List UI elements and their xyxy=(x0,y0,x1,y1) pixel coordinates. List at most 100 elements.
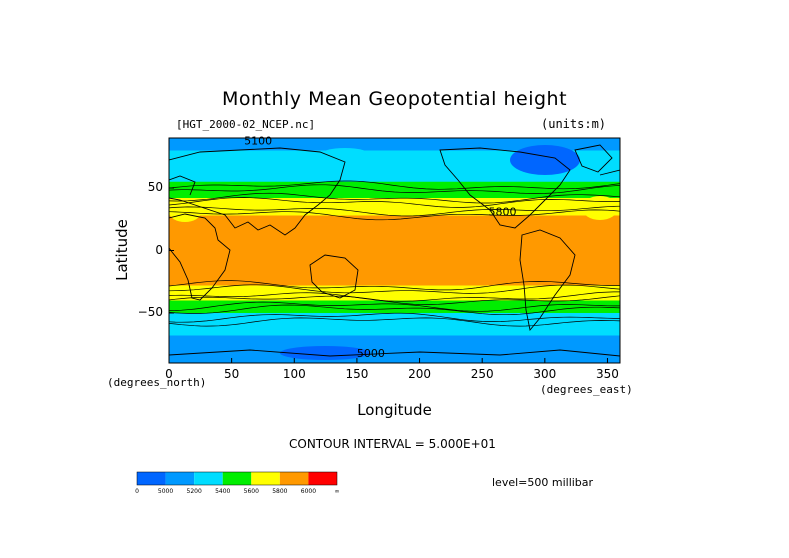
file-label: [HGT_2000-02_NCEP.nc] xyxy=(176,118,316,131)
x-axis-label: Longitude xyxy=(357,401,432,419)
field-band xyxy=(169,350,620,353)
x-tick-label: 50 xyxy=(223,367,240,381)
field-band xyxy=(169,178,620,180)
field-band xyxy=(169,304,620,307)
field-band xyxy=(169,221,620,224)
contour-line xyxy=(169,291,620,302)
field-band xyxy=(169,360,620,363)
field-band xyxy=(169,354,620,357)
contour-line xyxy=(169,192,620,204)
field-band xyxy=(169,361,620,363)
field-band xyxy=(169,281,620,284)
field-band xyxy=(169,280,620,283)
field-band xyxy=(169,336,620,339)
australia-coast xyxy=(309,254,359,299)
field-band xyxy=(169,161,620,164)
contour-line xyxy=(169,197,620,208)
field-band xyxy=(169,185,620,188)
field-band xyxy=(169,151,620,154)
field-band xyxy=(169,265,620,268)
field-band xyxy=(169,159,620,162)
field-band xyxy=(169,248,620,250)
field-band xyxy=(169,214,620,217)
field-band xyxy=(169,164,620,167)
field-band xyxy=(169,230,620,233)
arctic-feature-cyan xyxy=(320,148,370,162)
x-tick-label: 0 xyxy=(165,367,173,381)
field-band xyxy=(169,241,620,244)
antarctic-low-feature xyxy=(280,346,370,360)
field-band xyxy=(169,249,620,252)
field-band xyxy=(169,138,620,140)
north-america-coast xyxy=(439,147,571,229)
colorbar-swatch xyxy=(165,472,195,485)
antarctica-coast xyxy=(169,349,620,357)
field-band xyxy=(169,150,620,153)
field-band xyxy=(169,294,620,297)
y-tick-label: 0 xyxy=(155,242,163,257)
field-band xyxy=(169,346,620,349)
south-america-coast xyxy=(519,229,576,332)
contour-label: 5800 xyxy=(488,206,516,219)
colorbar-swatch xyxy=(308,472,337,485)
field-band xyxy=(169,331,620,334)
field-band xyxy=(169,334,620,337)
colorbar-label: ∞ xyxy=(334,488,340,495)
field-band xyxy=(169,285,620,288)
field-band xyxy=(169,206,620,209)
field-band xyxy=(169,273,620,275)
field-band xyxy=(169,219,620,222)
field-band xyxy=(169,333,620,335)
contour-label: 5000 xyxy=(357,347,385,360)
field-band xyxy=(169,338,620,340)
greenland-coast xyxy=(574,144,613,173)
field-band xyxy=(169,256,620,259)
field-band xyxy=(169,270,620,273)
field-band xyxy=(169,233,620,235)
field-band xyxy=(169,224,620,227)
field-band xyxy=(169,269,620,272)
field-band xyxy=(169,353,620,355)
field-band xyxy=(169,239,620,242)
field-band xyxy=(169,190,620,193)
field-band xyxy=(169,296,620,299)
contour-line xyxy=(169,205,620,217)
x-tick-label: 100 xyxy=(282,367,306,381)
atlantic-yellow-feature xyxy=(582,196,618,220)
field-band xyxy=(169,145,620,148)
field-band xyxy=(169,351,620,354)
field-band xyxy=(169,290,620,293)
field-band xyxy=(169,146,620,149)
field-band xyxy=(169,250,620,253)
field-band xyxy=(169,266,620,269)
field-band xyxy=(169,344,620,347)
field-band xyxy=(169,228,620,230)
field-band xyxy=(169,314,620,317)
field-band xyxy=(169,291,620,294)
x-tick-label: 150 xyxy=(345,367,369,381)
field-band xyxy=(169,330,620,333)
field-band xyxy=(169,274,620,277)
field-band xyxy=(169,231,620,234)
x-tick-label: 250 xyxy=(470,367,494,381)
x-tick-label: 300 xyxy=(533,367,557,381)
europe-coast xyxy=(169,169,620,196)
field-band xyxy=(169,226,620,229)
field-band xyxy=(169,173,620,175)
field-band xyxy=(169,340,620,343)
colorbar-label: 5400 xyxy=(215,488,231,495)
field-band xyxy=(169,306,620,309)
field-band xyxy=(169,343,620,345)
field-band xyxy=(169,156,620,159)
contour-line xyxy=(169,312,620,323)
field-band xyxy=(169,235,620,238)
field-band xyxy=(169,246,620,249)
field-band xyxy=(169,254,620,257)
contour-line xyxy=(169,317,620,327)
field-band xyxy=(169,263,620,265)
field-band xyxy=(169,305,620,308)
field-band xyxy=(169,188,620,190)
field-band xyxy=(169,143,620,145)
field-band xyxy=(169,345,620,348)
